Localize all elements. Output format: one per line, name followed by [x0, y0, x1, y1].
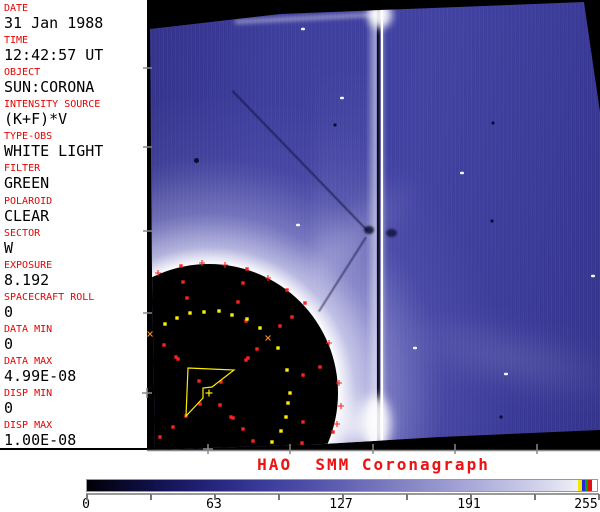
field-data-min: DATA MIN 0: [4, 324, 149, 356]
colorbar-annotation-stripe: [588, 480, 592, 491]
field-value: 4.99E-08: [4, 367, 77, 386]
field-object: OBJECT SUN:CORONA: [4, 67, 149, 99]
colorbar-tick: [598, 494, 600, 500]
field-label: TYPE-OBS: [4, 131, 53, 143]
field-label: TIME: [4, 35, 29, 47]
field-value: 0: [4, 302, 14, 321]
field-disp-max: DISP MAX 1.00E-08: [4, 420, 149, 452]
field-label: SPACECRAFT ROLL: [4, 291, 95, 303]
colorbar-axis-line: [86, 493, 599, 495]
field-value: CLEAR: [4, 206, 50, 225]
field-value: 0: [4, 399, 14, 418]
pylon-bright-band: [366, 2, 377, 450]
colorbar-tick: [86, 494, 88, 500]
field-label: DATA MAX: [4, 356, 53, 368]
colorbar-annotation-stripe: [585, 480, 588, 491]
detector-frame: [150, 2, 600, 450]
field-label: DISP MAX: [4, 420, 53, 432]
field-label: INTENSITY SOURCE: [4, 99, 101, 111]
metadata-sidebar: DATE 31 Jan 1988 TIME 12:42:57 UT OBJECT…: [0, 0, 151, 450]
colorbar-tick: [342, 494, 344, 500]
intensity-colorbar: [86, 479, 598, 492]
colorbar-tick-label: 0: [82, 497, 90, 512]
field-value: (K+F)*V: [4, 110, 68, 129]
coronagraph-image: [147, 0, 600, 450]
occulter-shadow-blob: [364, 226, 374, 234]
field-polaroid: POLAROID CLEAR: [4, 196, 149, 228]
page-title: HAO SMM Coronagraph: [257, 455, 490, 474]
occulter-shadow-blob-2: [386, 229, 397, 237]
field-time: TIME 12:42:57 UT: [4, 35, 149, 67]
field-intensity-source: INTENSITY SOURCE (K+F)*V: [4, 99, 149, 131]
field-disp-min: DISP MIN 0: [4, 388, 149, 420]
pylon-top-glow: [368, 2, 392, 28]
field-spacecraft-roll: SPACECRAFT ROLL 0: [4, 292, 149, 324]
field-filter: FILTER GREEN: [4, 163, 149, 195]
field-value: 0: [4, 334, 14, 353]
field-value: 1.00E-08: [4, 431, 77, 450]
field-date: DATE 31 Jan 1988: [4, 3, 149, 35]
colorbar-tick: [214, 494, 216, 500]
colorbar-tick: [534, 494, 536, 500]
field-label: OBJECT: [4, 67, 41, 79]
field-type-obs: TYPE-OBS WHITE LIGHT: [4, 131, 149, 163]
colorbar-annotation-stripe: [578, 480, 582, 491]
field-value: SUN:CORONA: [4, 78, 95, 97]
field-sector: SECTOR W: [4, 228, 149, 260]
colorbar-tick-label: 255: [574, 497, 598, 512]
colorbar-tick: [406, 494, 408, 500]
pylon-bottom-glow: [362, 396, 390, 450]
colorbar-annotation-stripe: [581, 480, 585, 491]
field-label: DISP MIN: [4, 388, 53, 400]
field-label: FILTER: [4, 163, 41, 175]
field-label: DATE: [4, 3, 29, 14]
field-data-max: DATA MAX 4.99E-08: [4, 356, 149, 388]
field-value: 12:42:57 UT: [4, 46, 104, 65]
field-value: 31 Jan 1988: [4, 14, 104, 32]
dust-spot: [194, 158, 199, 163]
pylon-bright-line: [380, 2, 384, 450]
colorbar-tick-label: 127: [329, 497, 353, 512]
field-value: WHITE LIGHT: [4, 142, 104, 161]
field-label: POLAROID: [4, 195, 53, 207]
field-value: 8.192: [4, 270, 50, 289]
colorbar-tick: [470, 494, 472, 500]
field-value: W: [4, 238, 14, 257]
colorbar-tick-label: 191: [457, 497, 481, 512]
pylon-dark-line: [376, 2, 380, 450]
field-value: GREEN: [4, 174, 50, 193]
colorbar-tick: [150, 494, 152, 500]
colorbar-tick: [278, 494, 280, 500]
colorbar-tick-label: 63: [206, 497, 222, 512]
field-exposure: EXPOSURE 8.192: [4, 260, 149, 292]
field-label: SECTOR: [4, 227, 41, 239]
field-label: EXPOSURE: [4, 259, 53, 271]
field-label: DATA MIN: [4, 323, 53, 335]
